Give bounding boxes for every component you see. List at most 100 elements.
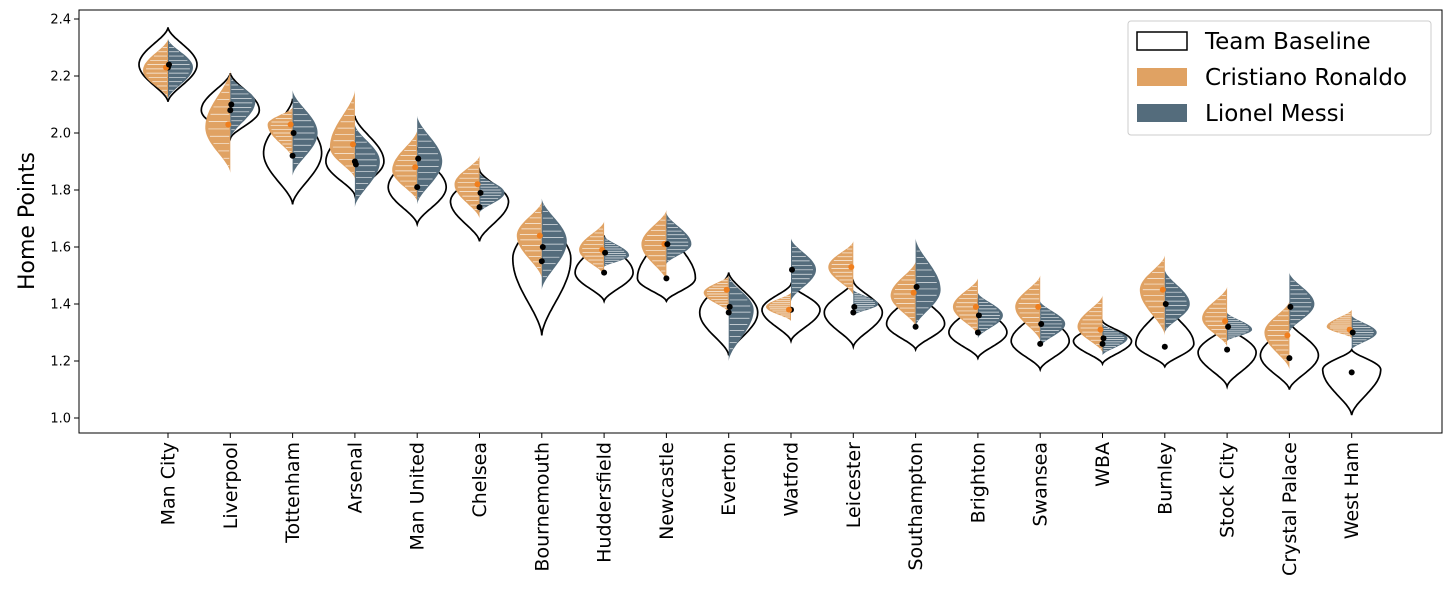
violin-group xyxy=(325,90,385,208)
x-tick-label: Brighton xyxy=(967,442,989,523)
y-tick-label: 2.2 xyxy=(50,70,71,85)
messi-median-point xyxy=(477,189,484,196)
ronaldo-median-point xyxy=(848,263,855,270)
messi-median-point xyxy=(352,161,359,168)
ronaldo-median-point xyxy=(1284,332,1291,339)
ronaldo-median-point xyxy=(225,121,232,128)
baseline-violin xyxy=(511,209,572,336)
x-tick-label: Chelsea xyxy=(469,442,491,518)
violin-group xyxy=(1072,295,1133,367)
violin-group xyxy=(574,221,634,304)
baseline-median-point xyxy=(1161,343,1168,350)
ronaldo-median-point xyxy=(910,289,917,296)
messi-median-point xyxy=(1162,301,1169,307)
messi-median-point xyxy=(1349,329,1356,336)
baseline-violin xyxy=(1197,321,1257,390)
messi-median-point xyxy=(789,266,795,273)
baseline-violin xyxy=(1259,320,1320,390)
legend-swatch xyxy=(1137,68,1187,86)
messi-median-point xyxy=(539,244,546,250)
violin-group xyxy=(948,278,1008,361)
x-tick-label: Burnley xyxy=(1154,442,1176,515)
messi-median-point xyxy=(415,155,422,162)
baseline-violin xyxy=(449,166,510,242)
x-tick-label: Everton xyxy=(718,442,740,516)
baseline-violin xyxy=(1321,347,1382,416)
x-tick-label: Arsenal xyxy=(344,442,366,513)
baseline-median-point xyxy=(974,329,981,336)
baseline-median-point xyxy=(663,275,670,282)
baseline-median-point xyxy=(1037,340,1044,347)
y-tick-label: 1.4 xyxy=(50,298,71,313)
violin-group xyxy=(1197,286,1257,390)
x-tick-label: Leicester xyxy=(843,442,865,528)
x-tick-label: Tottenham xyxy=(282,442,304,544)
messi-median-point xyxy=(726,303,733,310)
violin-group xyxy=(1321,309,1382,416)
baseline-median-point xyxy=(538,258,545,265)
x-tick-label: Crystal Palace xyxy=(1279,442,1301,576)
x-tick-label: Newcastle xyxy=(656,442,678,540)
ronaldo-median-point xyxy=(723,286,730,293)
baseline-violin xyxy=(1072,319,1133,367)
violin-group xyxy=(1259,272,1320,390)
baseline-median-point xyxy=(912,323,919,330)
violin-group xyxy=(698,272,759,361)
baseline-median-point xyxy=(289,152,296,159)
baseline-violin xyxy=(1134,301,1195,369)
ronaldo-median-point xyxy=(474,181,481,188)
violin-group xyxy=(885,238,946,353)
messi-median-point xyxy=(1287,303,1294,310)
ronaldo-median-point xyxy=(412,164,419,171)
y-tick-label: 1.6 xyxy=(50,241,71,256)
messi-median-point xyxy=(1038,320,1045,327)
messi-median-point xyxy=(664,241,671,248)
ronaldo-median-point xyxy=(1035,303,1042,310)
x-tick-label: Huddersfield xyxy=(594,442,616,563)
y-axis-label: Home Points xyxy=(15,152,40,290)
messi-median-point xyxy=(290,130,297,136)
violin-group xyxy=(449,155,510,242)
y-tick-label: 1.8 xyxy=(50,184,71,199)
y-tick-label: 2.0 xyxy=(50,127,71,142)
ronaldo-median-point xyxy=(1222,318,1229,325)
legend-label: Cristiano Ronaldo xyxy=(1205,65,1407,91)
messi-median-point xyxy=(602,249,609,256)
ronaldo-median-point xyxy=(536,232,543,239)
baseline-median-point xyxy=(1286,355,1293,362)
messi-median-point xyxy=(166,61,172,68)
x-tick-label: Southampton xyxy=(905,442,927,571)
x-tick-label: Liverpool xyxy=(220,442,242,529)
messi-median-point xyxy=(1225,323,1232,330)
legend: Team Baseline Cristiano Ronaldo Lionel Mes… xyxy=(1127,20,1432,136)
ronaldo-median-point xyxy=(1159,286,1166,293)
baseline-median-point xyxy=(227,107,234,114)
x-tick-label: Watford xyxy=(781,442,803,517)
legend-label: Team Baseline xyxy=(1204,29,1371,55)
violin-group xyxy=(511,198,572,336)
x-tick-label: Bournemouth xyxy=(531,442,553,572)
baseline-median-point xyxy=(1224,346,1231,353)
violin-group xyxy=(1010,275,1071,373)
baseline-median-point xyxy=(1348,369,1355,376)
ronaldo-median-point xyxy=(1097,326,1104,333)
legend-label: Lionel Messi xyxy=(1205,101,1345,127)
messi-median-point xyxy=(228,101,235,108)
x-tick-label: Man United xyxy=(407,442,429,551)
violin-group xyxy=(761,238,821,344)
baseline-median-point xyxy=(601,269,608,276)
legend-swatch xyxy=(1137,104,1187,122)
x-tick-label: WBA xyxy=(1092,442,1114,487)
x-axis: Man City Liverpool Tottenham Arsenal Man Uni… xyxy=(158,433,1363,576)
baseline-median-point xyxy=(476,204,483,211)
y-axis: 1.0 1.2 1.4 1.6 1.8 2.0 2.2 2.4 xyxy=(50,13,79,427)
baseline-median-point xyxy=(725,309,732,316)
x-tick-label: Man City xyxy=(158,442,180,525)
y-tick-label: 2.4 xyxy=(50,13,71,28)
ronaldo-median-point xyxy=(786,306,792,313)
legend-swatch xyxy=(1136,31,1188,51)
violin-group xyxy=(138,27,198,102)
baseline-violin xyxy=(885,289,946,353)
baseline-median-point xyxy=(850,309,857,316)
